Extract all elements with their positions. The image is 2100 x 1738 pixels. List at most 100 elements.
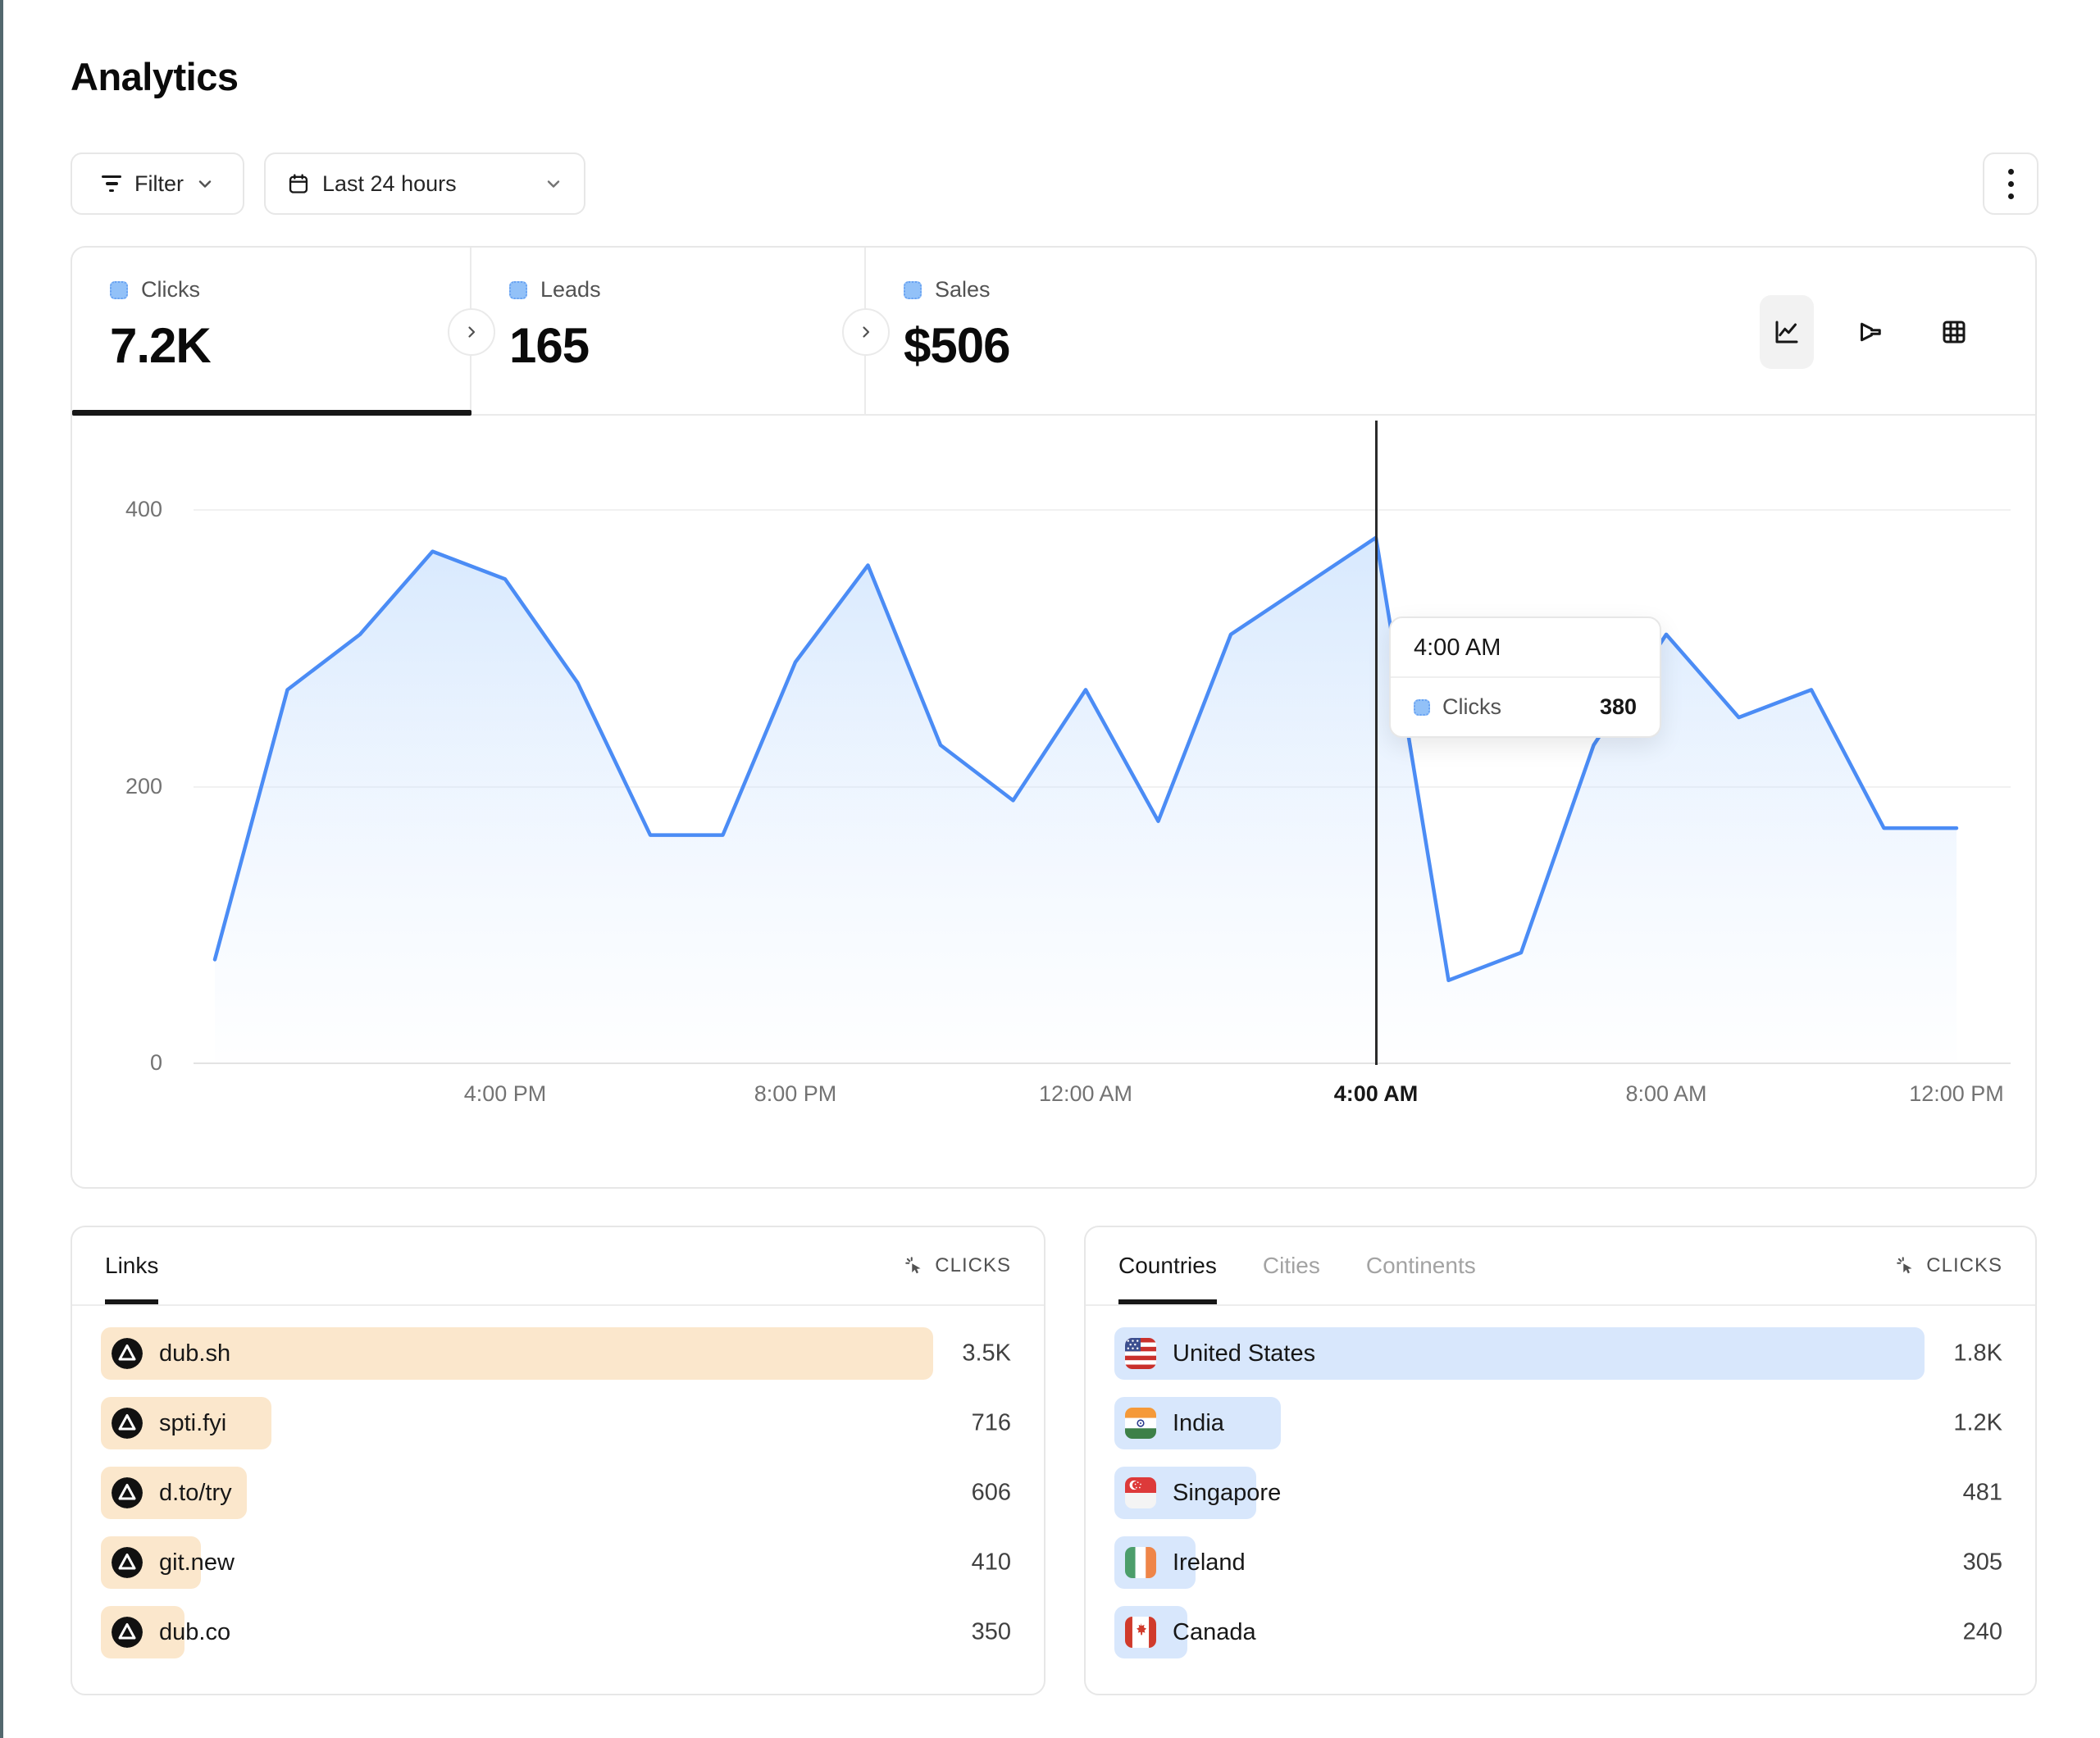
row-value: 350 (971, 1618, 1011, 1645)
stat-label: Leads (540, 277, 601, 302)
sales-legend-square-icon (904, 280, 922, 299)
flag-sg-icon (1125, 1477, 1156, 1508)
row-value: 410 (971, 1549, 1011, 1576)
flag-us-icon (1125, 1338, 1156, 1369)
funnel-view-button[interactable] (1843, 295, 1897, 369)
row-value: 481 (1962, 1479, 2002, 1506)
list-item[interactable]: dub.sh 3.5K (101, 1327, 1011, 1380)
row-value: 1.2K (1953, 1409, 2002, 1436)
kebab-menu-icon (2007, 168, 2014, 199)
row-label: India (1173, 1409, 1224, 1436)
row-value: 716 (971, 1409, 1011, 1436)
row-label: Singapore (1173, 1479, 1282, 1506)
countries-metric-selector[interactable]: CLICKS (1895, 1227, 2002, 1304)
date-range-label: Last 24 hours (322, 171, 457, 196)
analytics-card: Clicks 7.2K Leads 165 Sales $506 (71, 246, 2037, 1189)
row-label: d.to/try (159, 1479, 232, 1506)
list-item[interactable]: Canada 240 (1114, 1606, 2002, 1658)
x-tick-label: 12:00 PM (1909, 1081, 2004, 1106)
x-tick-label: 8:00 AM (1625, 1081, 1707, 1106)
clicks-area-chart[interactable]: 0 200 400 4:00 PM 8:00 PM 12:00 AM 4:00 AM 8:0… (72, 416, 2035, 1189)
links-metric-selector[interactable]: CLICKS (904, 1227, 1011, 1304)
line-chart-icon (1775, 321, 1798, 344)
row-value: 606 (971, 1479, 1011, 1506)
row-value: 3.5K (962, 1340, 1011, 1367)
date-range-button[interactable]: Last 24 hours (264, 152, 585, 215)
y-tick-label: 0 (149, 1050, 162, 1075)
countries-panel-header: Countries Cities Continents CLICKS (1086, 1227, 2035, 1306)
calendar-icon (287, 172, 310, 195)
dub-logo-icon (112, 1477, 143, 1508)
countries-metric-label: CLICKS (1926, 1254, 2002, 1276)
x-tick-label: 12:00 AM (1038, 1081, 1133, 1106)
list-item[interactable]: Ireland 305 (1114, 1536, 2002, 1589)
row-label: Ireland (1173, 1549, 1246, 1576)
links-list: dub.sh 3.5K spti.fyi 716 d.to/try 606 gi… (101, 1327, 1011, 1658)
y-tick-label: 200 (125, 773, 162, 798)
row-value: 240 (1962, 1618, 2002, 1645)
stat-label: Clicks (141, 277, 200, 302)
tooltip-legend-square-icon (1414, 698, 1430, 716)
table-view-button[interactable] (1927, 295, 1981, 369)
list-item[interactable]: d.to/try 606 (101, 1467, 1011, 1519)
stat-value: $506 (904, 318, 1010, 373)
x-tick-label: 4:00 PM (463, 1081, 547, 1106)
row-label: Canada (1173, 1618, 1256, 1645)
x-tick-label: 8:00 PM (754, 1081, 837, 1106)
list-item[interactable]: dub.co 350 (101, 1606, 1011, 1658)
dub-logo-icon (112, 1338, 143, 1369)
expand-sales-button[interactable] (842, 308, 890, 356)
chart-crosshair (1374, 421, 1378, 1065)
more-options-button[interactable] (1983, 152, 2039, 215)
row-label: git.new (159, 1549, 235, 1576)
expand-leads-button[interactable] (448, 308, 495, 356)
filter-icon (101, 175, 122, 193)
list-item[interactable]: spti.fyi 716 (101, 1397, 1011, 1449)
funnel-icon (1861, 322, 1881, 342)
line-chart-view-button[interactable] (1760, 295, 1814, 369)
tab-sales[interactable]: Sales $506 (866, 248, 1292, 416)
filter-button[interactable]: Filter (71, 152, 244, 215)
list-item[interactable]: Singapore 481 (1114, 1467, 2002, 1519)
links-panel: Links CLICKS dub.sh 3.5K spti.fyi 716 d.… (71, 1226, 1045, 1695)
tooltip-time: 4:00 AM (1391, 618, 1660, 678)
active-tab-underline (72, 410, 471, 416)
cursor-click-icon (1897, 1257, 1912, 1274)
tab-clicks[interactable]: Clicks 7.2K (72, 248, 471, 416)
chart-line (212, 535, 1959, 982)
x-tick-label: 4:00 AM (1333, 1081, 1419, 1106)
filter-button-label: Filter (134, 171, 184, 196)
dub-logo-icon (112, 1547, 143, 1578)
cursor-click-icon (905, 1257, 921, 1274)
flag-ie-icon (1125, 1547, 1156, 1578)
tab-cities[interactable]: Cities (1262, 1253, 1320, 1278)
row-label: dub.sh (159, 1340, 231, 1367)
chevron-down-icon (196, 175, 214, 193)
y-tick-label: 400 (125, 497, 162, 521)
row-label: spti.fyi (159, 1409, 227, 1436)
dub-logo-icon (112, 1617, 143, 1648)
list-item[interactable]: India 1.2K (1114, 1397, 2002, 1449)
row-label: United States (1173, 1340, 1316, 1367)
flag-ca-icon (1125, 1617, 1156, 1648)
flag-in-icon (1125, 1408, 1156, 1439)
leads-legend-square-icon (509, 280, 527, 299)
grid-table-icon (1943, 321, 1966, 344)
tab-leads[interactable]: Leads 165 (471, 248, 866, 416)
links-metric-label: CLICKS (935, 1254, 1011, 1276)
chevron-right-icon (863, 326, 870, 338)
gridline-400 (194, 509, 2011, 511)
list-item[interactable]: git.new 410 (101, 1536, 1011, 1589)
list-item[interactable]: United States 1.8K (1114, 1327, 2002, 1380)
chart-canvas (212, 535, 1959, 1063)
tooltip-value: 380 (1599, 694, 1637, 719)
tab-countries[interactable]: Countries (1118, 1227, 1217, 1304)
row-value: 305 (1962, 1549, 2002, 1576)
dub-logo-icon (112, 1408, 143, 1439)
stat-value: 7.2K (110, 318, 212, 373)
row-bar (101, 1327, 933, 1380)
chart-area (215, 537, 1957, 1063)
stat-value: 165 (509, 318, 590, 373)
tab-continents[interactable]: Continents (1365, 1253, 1476, 1278)
tab-links[interactable]: Links (105, 1227, 159, 1304)
